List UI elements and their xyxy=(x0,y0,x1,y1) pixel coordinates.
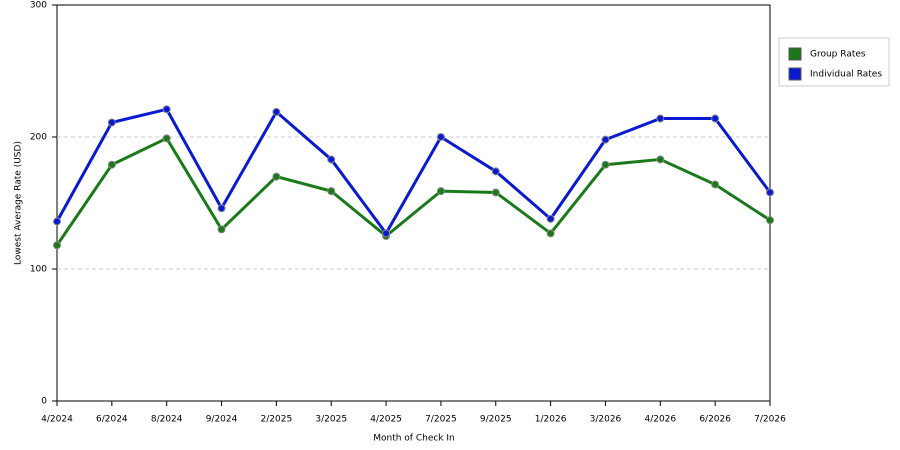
x-tick-label: 6/2024 xyxy=(96,415,128,425)
legend-swatch xyxy=(788,67,802,81)
x-tick-label: 4/2024 xyxy=(41,415,73,425)
series-line xyxy=(55,107,772,235)
plot-frame xyxy=(56,4,771,402)
data-point xyxy=(53,217,61,226)
data-point xyxy=(766,216,774,225)
data-point xyxy=(766,188,774,197)
data-point xyxy=(162,134,171,143)
legend: Group Rates Individual Rates xyxy=(778,37,890,87)
series-line xyxy=(55,136,771,247)
y-tick-label: 100 xyxy=(30,265,47,275)
data-point xyxy=(327,187,336,196)
x-tick-label: 6/2026 xyxy=(699,415,731,425)
y-tick-label: 200 xyxy=(30,133,47,143)
x-tick-label: 3/2025 xyxy=(315,415,347,425)
data-point xyxy=(53,241,61,250)
x-tick-label: 7/2025 xyxy=(425,415,457,425)
data-point xyxy=(711,180,720,189)
data-point xyxy=(601,135,610,144)
legend-label: Group Rates xyxy=(810,50,866,60)
data-point xyxy=(272,107,281,116)
data-point xyxy=(217,225,226,234)
y-axis-label: Lowest Average Rate (USD) xyxy=(14,141,24,265)
data-point xyxy=(107,160,116,169)
x-tick-label: 2/2025 xyxy=(261,415,293,425)
data-point xyxy=(217,204,226,213)
x-axis-label: Month of Check In xyxy=(373,434,455,444)
x-tick-label: 9/2025 xyxy=(480,415,512,425)
x-tick-label: 4/2025 xyxy=(370,415,402,425)
data-point xyxy=(656,155,665,164)
x-tick-label: 7/2026 xyxy=(754,415,786,425)
data-point xyxy=(162,105,171,114)
y-tick-label: 0 xyxy=(41,397,47,407)
data-point xyxy=(327,155,336,164)
data-point xyxy=(436,133,445,141)
x-tick-label: 4/2026 xyxy=(644,415,676,425)
legend-label: Individual Rates xyxy=(810,70,882,80)
data-point xyxy=(711,114,720,123)
data-point xyxy=(272,172,281,181)
x-tick-label: 3/2026 xyxy=(590,415,622,425)
data-point xyxy=(601,160,610,169)
data-point xyxy=(436,187,445,196)
data-point xyxy=(656,114,665,123)
y-tick-label: 300 xyxy=(30,1,47,11)
x-tick-label: 9/2024 xyxy=(206,415,238,425)
legend-swatch xyxy=(788,47,802,61)
data-point xyxy=(382,229,391,238)
data-point xyxy=(491,167,500,176)
x-tick-label: 1/2026 xyxy=(535,415,567,425)
x-tick-label: 8/2024 xyxy=(151,415,183,425)
data-point xyxy=(546,214,555,223)
data-point xyxy=(546,229,555,238)
data-point xyxy=(491,188,500,197)
data-point xyxy=(107,118,116,127)
